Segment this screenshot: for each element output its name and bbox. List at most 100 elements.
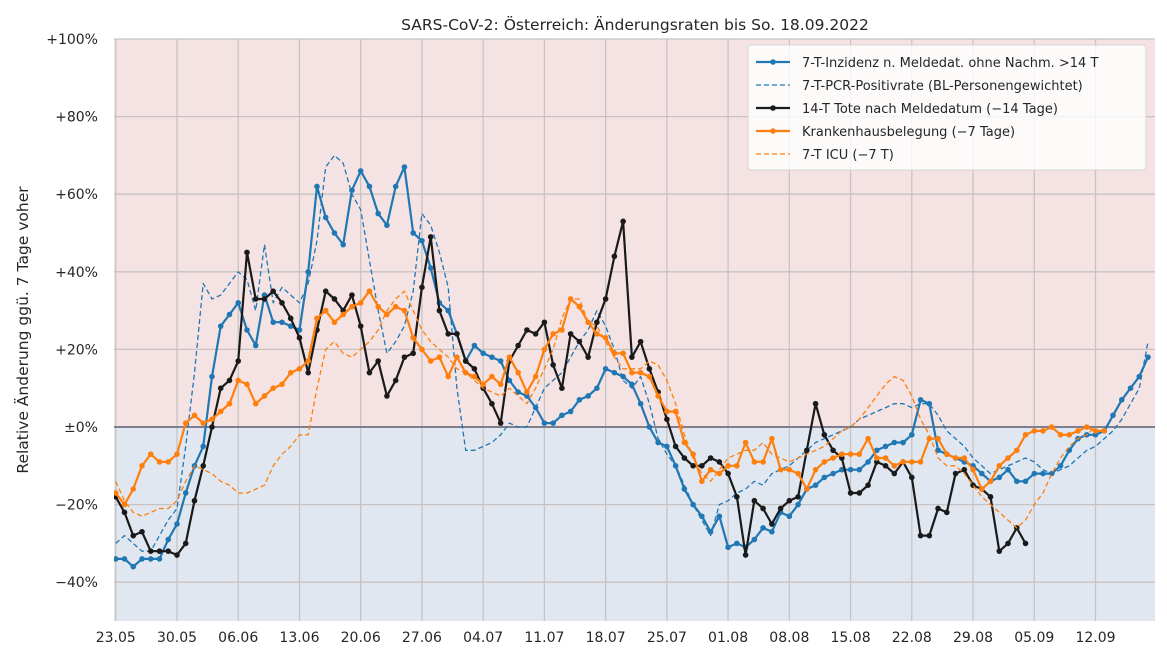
data-point (261, 393, 268, 399)
data-point (970, 466, 976, 473)
data-point (366, 288, 373, 295)
data-point (139, 463, 145, 469)
data-point (786, 466, 793, 473)
series-line (115, 290, 1096, 529)
data-point (401, 164, 408, 170)
x-tick-label: 27.06 (402, 630, 442, 646)
data-point (760, 525, 766, 531)
data-point (952, 455, 959, 461)
data-point (602, 334, 609, 341)
data-point (629, 381, 635, 388)
data-point (156, 459, 163, 465)
data-point (427, 265, 434, 271)
data-point (646, 424, 653, 430)
data-point (480, 381, 486, 388)
data-point (410, 230, 416, 236)
data-point (602, 366, 609, 372)
data-point (1110, 412, 1116, 419)
data-point (427, 358, 434, 364)
data-point (734, 463, 740, 469)
data-point (751, 459, 758, 465)
x-tick-label: 12.09 (1075, 630, 1115, 646)
data-point (961, 455, 968, 461)
data-point (1022, 478, 1029, 485)
data-point (462, 358, 469, 364)
data-point (900, 439, 906, 446)
data-point (235, 300, 242, 306)
data-point (279, 381, 285, 388)
data-point (917, 397, 924, 403)
series-line (115, 154, 1149, 552)
data-point (672, 443, 679, 450)
data-point (471, 373, 478, 380)
data-point (174, 552, 180, 558)
data-point (1127, 385, 1134, 392)
data-point (777, 505, 784, 512)
data-point (664, 408, 670, 415)
data-point (882, 443, 889, 450)
x-axis-ticks: 23.05 30.05 06.06 13.06 20.06 27.06 04.07 11.07… (96, 630, 1116, 646)
data-point (935, 505, 941, 512)
data-point (786, 497, 793, 504)
data-point (952, 470, 959, 477)
data-point (1066, 431, 1073, 438)
x-tick-label: 22.08 (892, 630, 932, 646)
data-point (576, 338, 583, 345)
data-point (541, 319, 548, 326)
data-point (637, 338, 644, 345)
data-point (795, 470, 801, 477)
data-point (961, 466, 968, 473)
legend-label: 7-T-Inzidenz n. Meldedat. ohne Nachm. >1… (802, 56, 1098, 71)
data-point (611, 369, 618, 376)
data-point (585, 354, 591, 360)
negative-region (114, 427, 1155, 621)
data-point (279, 319, 285, 326)
data-point (882, 455, 889, 461)
data-point (252, 296, 259, 302)
data-point (585, 319, 591, 326)
data-point (261, 296, 268, 302)
data-point (856, 466, 863, 473)
data-point (366, 183, 373, 190)
data-point (795, 501, 801, 508)
data-point (996, 463, 1003, 469)
data-point (541, 420, 548, 426)
data-point (909, 431, 915, 438)
data-point (690, 451, 696, 457)
data-point (594, 331, 600, 337)
legend-label: Krankenhausbelegung (−7 Tage) (802, 125, 1015, 140)
data-point (856, 451, 863, 457)
data-point (620, 218, 626, 225)
data-point (1057, 431, 1064, 438)
data-point (410, 334, 416, 341)
data-point (270, 385, 277, 392)
legend-marker (770, 59, 776, 65)
data-point (646, 373, 653, 380)
data-point (541, 346, 548, 353)
chart-title: SARS-CoV-2: Österreich: Änderungsraten b… (401, 15, 869, 34)
data-point (532, 373, 539, 380)
data-point (471, 342, 478, 349)
data-point (340, 311, 346, 318)
data-point (559, 385, 565, 392)
data-point (384, 393, 390, 399)
data-point (917, 459, 924, 465)
x-tick-label: 18.07 (586, 630, 626, 646)
x-tick-label: 13.06 (279, 630, 319, 646)
data-point (769, 435, 775, 442)
data-point (865, 435, 871, 442)
data-point (1118, 397, 1125, 403)
data-point (235, 358, 242, 364)
data-point (734, 494, 740, 500)
data-point (427, 234, 434, 240)
data-point (147, 451, 154, 457)
data-point (454, 331, 460, 337)
data-point (375, 358, 381, 364)
data-point (576, 303, 583, 310)
data-point (244, 249, 250, 256)
data-point (567, 408, 574, 415)
data-point (1040, 428, 1046, 434)
data-point (366, 369, 373, 376)
data-point (340, 241, 346, 248)
data-point (296, 366, 303, 372)
